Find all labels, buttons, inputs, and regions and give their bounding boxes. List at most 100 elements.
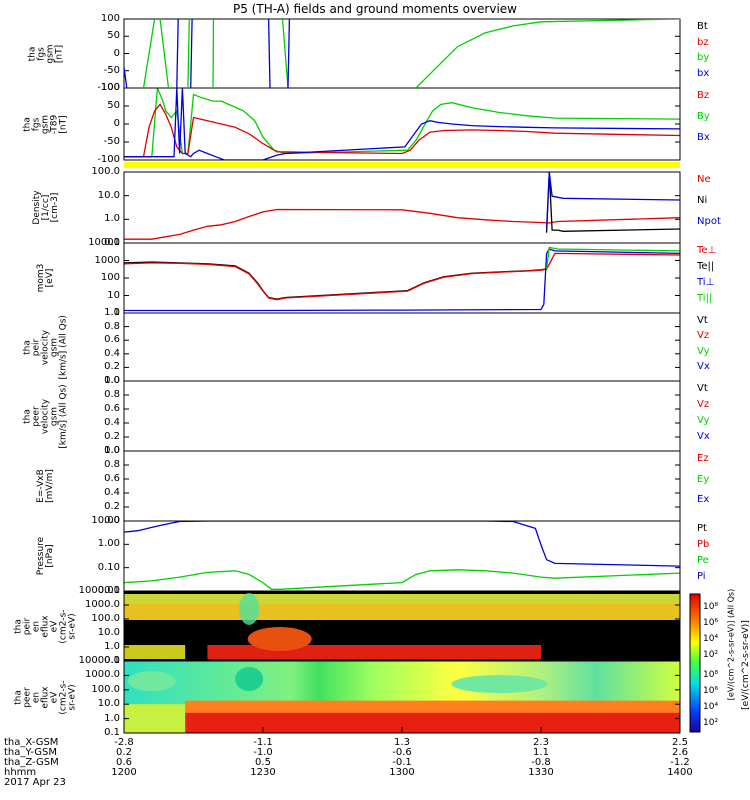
legend-peir_velocity-1: Vz <box>697 330 710 342</box>
ylabel-text: E=-VxB [mV/m] <box>36 453 55 519</box>
series-pressure-Pe <box>124 569 680 590</box>
ytick-label: 0.2 <box>104 501 120 512</box>
ytick-label: 0.8 <box>104 389 120 400</box>
colorbar-tick-bottom: 10⁴ <box>703 702 719 712</box>
ytick-label: 0.2 <box>104 361 120 373</box>
colorbar-tick-bottom: 10² <box>703 718 719 728</box>
legend-fgs_gsm-2: by <box>697 52 710 64</box>
ylabel-line: [mV/m] <box>45 469 55 503</box>
heatmap-band-low-early <box>124 645 186 659</box>
ytick-label: 0.2 <box>104 431 120 442</box>
ytick-label: 0.0 <box>104 445 120 456</box>
legend-temperature-0: Te⊥ <box>697 245 717 256</box>
ylabel-line: sr-eV) <box>67 612 78 640</box>
ytick-label: 0.4 <box>104 417 120 428</box>
heatmap-blob <box>247 627 312 651</box>
legend-pressure-3: Pi <box>697 570 706 582</box>
legend-density-2: Npot <box>697 215 721 227</box>
ylabel-text: tha fgs gsm -T89 [nT] <box>23 90 69 158</box>
ytick-label: 0.8 <box>104 320 120 332</box>
ytick-label: 10000.0 <box>78 655 120 666</box>
legend-peir_velocity-2: Vy <box>697 345 710 357</box>
fgs-traces <box>124 19 680 88</box>
ytick-label: 0.01 <box>97 585 120 596</box>
colorbar <box>689 593 701 733</box>
panel-fgs_gsm <box>123 18 681 89</box>
ytick-label: 0.10 <box>97 561 120 573</box>
xrow-value: -2.8 <box>114 737 134 748</box>
ytick-label: 100 <box>100 272 120 283</box>
ytick-label: 1.0 <box>104 445 120 456</box>
ytick-label: 100 <box>100 82 120 93</box>
panel-peer_en_eflux <box>123 660 681 734</box>
ytick-label: -50 <box>103 136 120 147</box>
legend-density-0: Ne <box>697 174 711 185</box>
chart-title: P5 (TH-A) fields and ground moments over… <box>233 2 517 16</box>
fgs-trace-2 <box>187 19 190 88</box>
ytick-label: 0 <box>113 118 120 129</box>
ytick-label: 0.8 <box>104 459 120 470</box>
ytick-label: 1.0 <box>104 712 120 724</box>
series-density-Ne <box>124 208 680 240</box>
colorbar-label: [eV/(cm^2-s-sr-eV)] <box>741 620 750 710</box>
legend-fgs_gsm_sub-0: Bz <box>697 90 710 101</box>
ytick-label: -100 <box>97 154 120 165</box>
fgs-trace-8 <box>267 19 271 88</box>
ytick-label: 1.0 <box>104 641 120 652</box>
xrow-value: 1400 <box>667 767 693 778</box>
quality-bar <box>124 162 680 168</box>
series-temperature-Te⊥ <box>124 252 680 301</box>
ytick-label: 0.1 <box>104 237 120 248</box>
axes-frame <box>123 380 681 452</box>
axes-frame <box>123 520 681 592</box>
legend-fgs_gsm_sub-2: Bx <box>697 132 710 144</box>
panel-fgs_gsm_sub <box>123 87 681 161</box>
axes-frame <box>123 18 681 89</box>
ytick-label: 0.0 <box>104 375 120 386</box>
ytick-label: 10.0 <box>97 627 120 638</box>
ytick-label: 1.0 <box>104 213 120 225</box>
legend-pressure-0: Pt <box>697 523 707 534</box>
xrow-value: 1.1 <box>533 747 549 758</box>
legend-efield-0: Ez <box>697 453 709 464</box>
ytick-label: 0.6 <box>104 334 120 346</box>
ylabel-line: [nPa] <box>45 544 55 568</box>
ylabel-text: tha fgs gsm [nT] <box>27 21 64 86</box>
axes-frame <box>123 171 681 244</box>
ytick-label: 0.6 <box>104 473 120 484</box>
ytick-label: 100 <box>100 13 120 24</box>
ytick-label: 1.0 <box>104 307 120 318</box>
panel-peer_velocity <box>123 380 681 452</box>
heatmap-blob-cyan <box>239 593 260 625</box>
fgs-trace-0 <box>142 19 156 88</box>
colorbar-label-top: [eV/(cm^2-s-sr-eV)] (All Qs) <box>726 588 736 701</box>
xrow-value: -0.1 <box>392 757 412 768</box>
ytick-label: 0.4 <box>104 487 120 498</box>
xrow-value: -0.8 <box>531 757 551 768</box>
fgs-trace-4 <box>281 19 289 88</box>
panel-peir_en_eflux <box>123 590 681 662</box>
xrow-value: 2.3 <box>533 737 549 748</box>
legend-fgs_gsm_sub-1: By <box>697 111 710 123</box>
ylabel-line: [nT] <box>58 114 69 134</box>
ytick-label: 1 <box>113 307 120 318</box>
legend-peir_velocity-3: Vx <box>697 361 710 373</box>
heatmap-band-low <box>185 712 680 733</box>
series-temperature-Te|| <box>124 261 547 300</box>
ytick-label: 100.0 <box>91 683 120 695</box>
ytick-label: 0 <box>113 47 120 59</box>
fgs-trace-6 <box>176 19 179 88</box>
ytick-label: 1.00 <box>97 538 120 550</box>
panel-efield <box>123 450 681 522</box>
ylabel-text: tha peer en eflux eV (cm2-s-sr-eV) <box>14 663 78 731</box>
xrow-value: 0.2 <box>116 747 132 758</box>
xrow-label-tha_X-GSM: tha_X-GSM <box>4 737 59 748</box>
series-temperature-Ti⊥ <box>124 248 680 312</box>
xrow-value: 2.5 <box>672 737 688 748</box>
series-fgs_gsm_sub-By <box>124 88 680 158</box>
ylabel-text: Density [1/cc] [cm-3] <box>32 174 60 241</box>
ylabel-line: [km/s] (All Qs) <box>58 383 69 449</box>
ylabel-text: tha peer velocity gsm [km/s] (All Qs) <box>23 383 69 449</box>
legend-density-1: Ni <box>697 194 708 206</box>
